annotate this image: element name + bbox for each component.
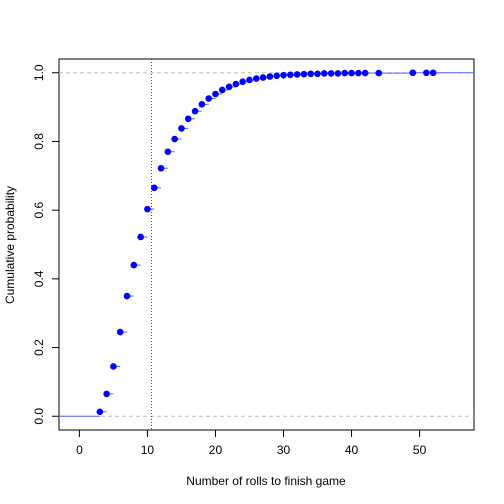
point-39 [341, 69, 349, 77]
point-49 [409, 69, 417, 77]
point-27 [259, 74, 267, 81]
point-16 [184, 115, 192, 123]
data-points [96, 69, 437, 416]
point-34 [307, 70, 315, 78]
y-tick-label-2: 0.4 [32, 270, 46, 287]
point-29 [273, 72, 281, 80]
point-8 [130, 261, 138, 269]
point-36 [321, 70, 328, 77]
x-tick-label-40: 40 [345, 443, 359, 457]
x-tick-label-50: 50 [413, 443, 427, 457]
y-tick-label-0: 0.0 [32, 408, 46, 425]
y-tick-label-4: 0.8 [32, 133, 46, 150]
point-33 [300, 70, 308, 78]
y-axis: 0.0 0.2 0.4 0.6 0.8 1.0 [32, 64, 59, 425]
point-25 [246, 76, 253, 84]
point-40 [348, 69, 355, 77]
point-37 [327, 70, 335, 77]
point-51 [423, 69, 430, 77]
point-42 [361, 69, 369, 77]
point-15 [178, 125, 185, 132]
point-4 [103, 390, 110, 398]
point-13 [164, 148, 172, 156]
point-30 [280, 71, 287, 79]
y-tick-label-3: 0.6 [32, 201, 46, 218]
point-26 [252, 75, 260, 82]
point-5 [110, 363, 117, 370]
plot-frame [58, 58, 475, 431]
y-tick-label-5: 1.0 [32, 64, 46, 81]
point-20 [212, 90, 219, 98]
x-tick-label-30: 30 [277, 443, 291, 457]
x-tick-label-20: 20 [209, 443, 223, 457]
point-6 [116, 328, 124, 336]
point-17 [191, 107, 199, 115]
point-10 [144, 205, 151, 213]
point-3 [96, 408, 104, 416]
point-41 [355, 69, 362, 77]
y-axis-title: Cumulative probability [3, 186, 17, 304]
x-tick-label-10: 10 [141, 443, 155, 457]
point-28 [266, 73, 274, 80]
point-23 [232, 80, 240, 88]
point-24 [239, 78, 246, 85]
point-11 [150, 184, 158, 192]
point-38 [334, 70, 342, 77]
step-segments [59, 72, 474, 417]
point-14 [171, 135, 178, 143]
point-32 [293, 71, 301, 78]
x-axis-title: Number of rolls to finish game [186, 474, 346, 488]
x-tick-label-0: 0 [76, 443, 83, 457]
point-7 [123, 292, 131, 300]
point-31 [287, 71, 294, 79]
point-12 [157, 164, 165, 172]
x-axis: 0 10 20 30 40 50 [76, 430, 427, 457]
point-35 [314, 70, 321, 78]
point-18 [198, 101, 206, 108]
reference-lines [59, 59, 474, 430]
point-9 [137, 233, 144, 241]
point-52 [429, 69, 437, 77]
y-tick-label-1: 0.2 [32, 339, 46, 356]
point-22 [225, 83, 233, 91]
point-44 [375, 69, 383, 77]
point-21 [218, 86, 226, 94]
point-19 [205, 95, 212, 102]
